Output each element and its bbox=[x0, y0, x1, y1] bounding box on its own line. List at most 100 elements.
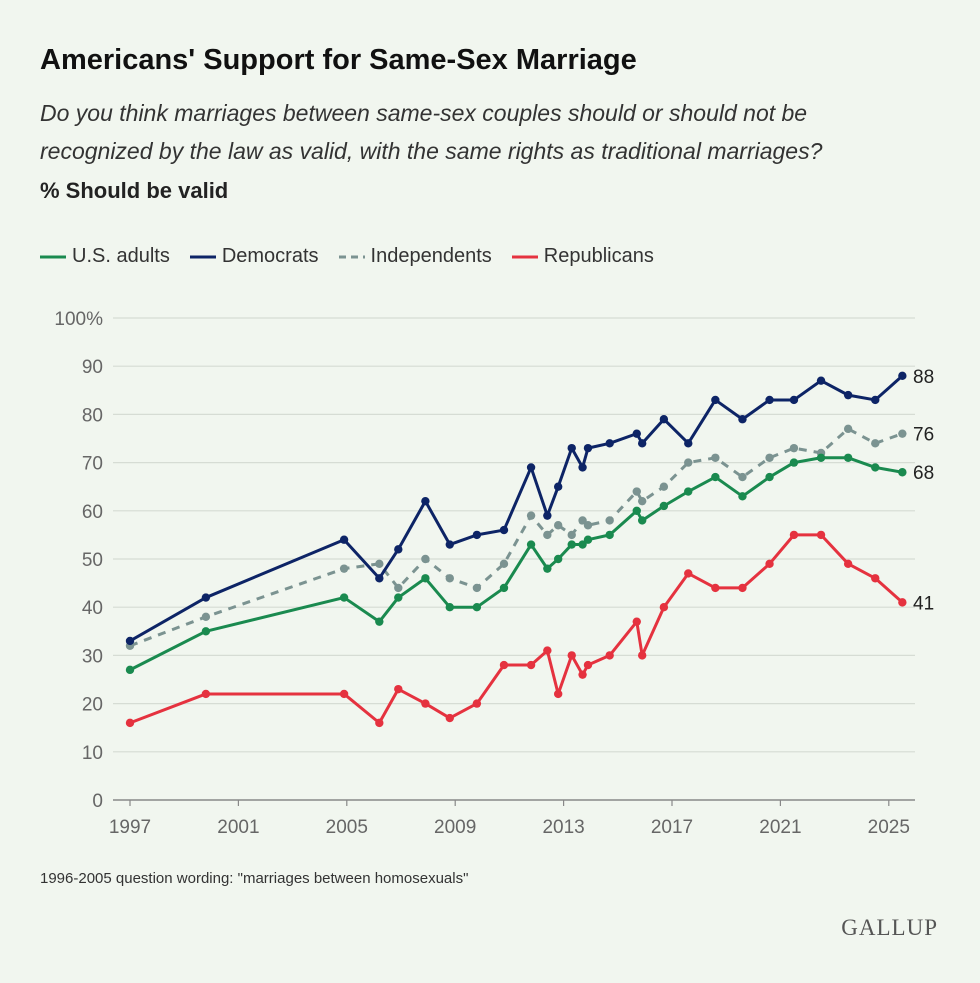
data-point bbox=[445, 540, 454, 549]
data-point bbox=[684, 569, 693, 578]
data-point bbox=[605, 516, 614, 525]
x-tick-label: 2005 bbox=[326, 817, 368, 838]
data-point bbox=[567, 540, 576, 549]
data-point bbox=[765, 472, 774, 482]
y-tick-label: 70 bbox=[82, 454, 103, 475]
data-point bbox=[375, 617, 384, 626]
data-point bbox=[445, 603, 454, 612]
legend-item: U.S. adults bbox=[40, 245, 170, 268]
data-point bbox=[659, 482, 669, 491]
data-point bbox=[789, 458, 799, 467]
x-tick-label: 2021 bbox=[759, 817, 801, 838]
unit-label: % Should be valid bbox=[40, 178, 229, 203]
data-point bbox=[684, 439, 693, 448]
data-point bbox=[684, 458, 693, 467]
data-point bbox=[394, 583, 403, 593]
data-point bbox=[843, 424, 853, 434]
legend: U.S. adults Democrats Independents Republic… bbox=[40, 245, 654, 268]
data-point bbox=[659, 415, 669, 424]
data-point bbox=[339, 564, 349, 573]
chart-subtitle-line2: recognized by the law as valid, with the… bbox=[40, 138, 823, 164]
data-point bbox=[201, 627, 211, 636]
data-point bbox=[394, 684, 403, 694]
data-point bbox=[499, 660, 509, 670]
y-tick-label: 60 bbox=[82, 502, 103, 523]
series-line-independents bbox=[129, 427, 903, 648]
data-point bbox=[553, 554, 563, 564]
data-point bbox=[871, 463, 880, 472]
data-point bbox=[499, 559, 509, 569]
data-point bbox=[843, 559, 853, 569]
data-point bbox=[765, 453, 774, 462]
legend-label: Republicans bbox=[543, 245, 654, 267]
data-point bbox=[553, 689, 563, 699]
data-point bbox=[637, 496, 647, 506]
data-point bbox=[711, 395, 720, 405]
data-point bbox=[583, 660, 593, 670]
data-point bbox=[738, 472, 747, 482]
data-point bbox=[605, 530, 614, 540]
data-point bbox=[605, 439, 614, 448]
end-value-label: 88 bbox=[913, 367, 934, 388]
data-point bbox=[898, 429, 907, 438]
legend-swatch bbox=[189, 255, 216, 258]
series-line-u-s-adults bbox=[129, 456, 903, 672]
legend-swatch bbox=[40, 255, 66, 258]
data-point bbox=[567, 443, 576, 453]
legend-label: Democrats bbox=[221, 245, 319, 267]
data-point bbox=[201, 612, 211, 622]
data-point bbox=[567, 651, 576, 660]
data-point bbox=[659, 603, 669, 612]
data-point bbox=[632, 617, 641, 626]
data-point bbox=[421, 699, 430, 708]
legend-label: Independents bbox=[370, 245, 492, 267]
data-point bbox=[898, 598, 907, 607]
data-point bbox=[632, 487, 641, 496]
data-point bbox=[543, 564, 552, 573]
data-point bbox=[583, 535, 593, 544]
data-point bbox=[339, 535, 349, 544]
y-tick-label: 10 bbox=[82, 743, 103, 764]
data-point bbox=[738, 583, 747, 593]
data-point bbox=[472, 699, 482, 708]
data-point bbox=[526, 511, 536, 520]
data-point bbox=[339, 689, 349, 699]
data-point bbox=[711, 453, 720, 462]
data-point bbox=[816, 376, 826, 385]
chart-title: Americans' Support for Same-Sex Marriage bbox=[40, 44, 637, 76]
series-line-democrats bbox=[129, 374, 904, 643]
y-tick-label: 100% bbox=[54, 309, 103, 330]
data-point bbox=[843, 390, 853, 400]
data-point bbox=[543, 511, 552, 520]
data-point bbox=[421, 496, 430, 506]
data-point bbox=[871, 439, 880, 448]
x-tick-label: 2009 bbox=[434, 817, 476, 838]
data-point bbox=[499, 525, 509, 535]
data-point bbox=[375, 718, 384, 728]
end-value-label: 68 bbox=[913, 463, 934, 484]
data-point bbox=[637, 439, 647, 448]
y-tick-label: 50 bbox=[82, 550, 103, 571]
data-point bbox=[472, 530, 482, 540]
data-point bbox=[339, 593, 349, 602]
data-point bbox=[789, 395, 799, 405]
data-point bbox=[578, 516, 587, 525]
data-point bbox=[375, 559, 384, 569]
y-tick-label: 80 bbox=[82, 405, 103, 426]
data-point bbox=[375, 574, 384, 583]
data-point bbox=[789, 443, 799, 453]
data-point bbox=[201, 593, 211, 602]
data-point bbox=[125, 636, 135, 646]
gallup-logo: GALLUP bbox=[841, 915, 938, 940]
legend-item: Independents bbox=[338, 245, 492, 268]
data-point bbox=[898, 468, 907, 477]
series-line-republicans bbox=[129, 533, 904, 725]
data-point bbox=[394, 593, 403, 602]
data-point bbox=[765, 395, 774, 405]
data-point bbox=[421, 554, 430, 564]
y-tick-label: 0 bbox=[92, 791, 103, 812]
data-point bbox=[543, 530, 552, 540]
data-point bbox=[553, 482, 563, 491]
data-point bbox=[499, 583, 509, 593]
